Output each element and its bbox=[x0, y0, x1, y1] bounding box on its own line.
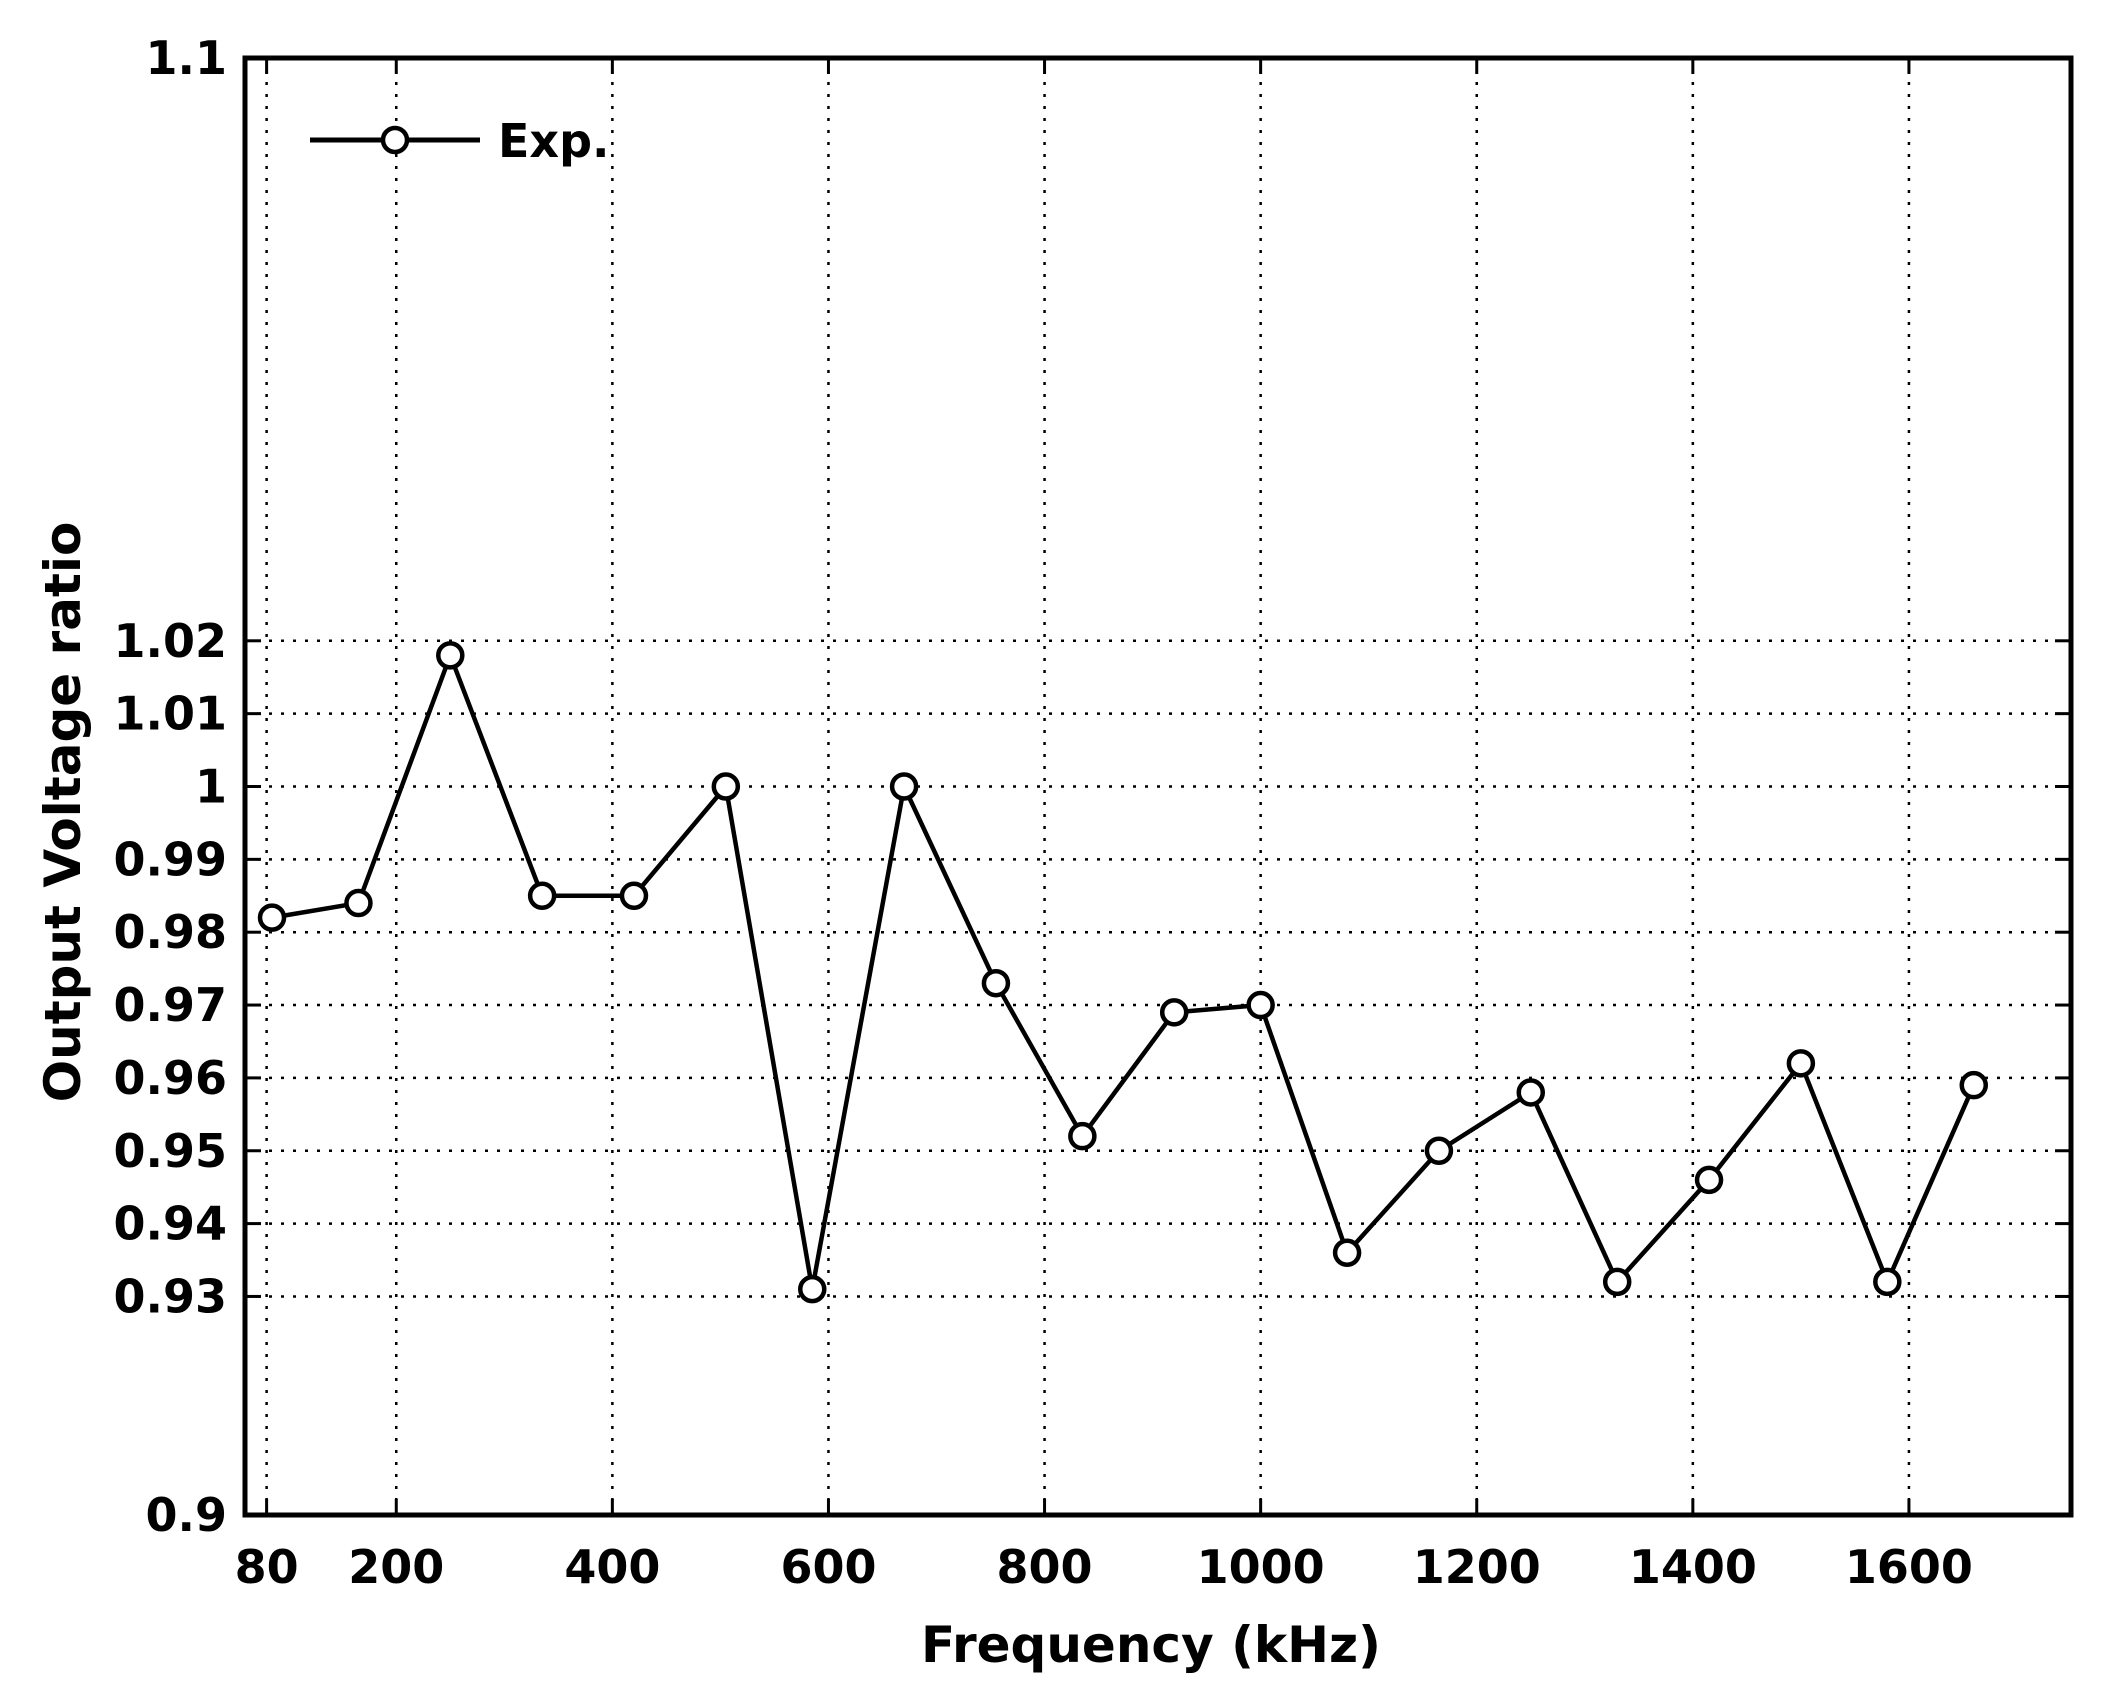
data-point bbox=[257, 903, 287, 932]
legend-marker-exp bbox=[380, 125, 410, 155]
data-point bbox=[527, 881, 557, 911]
y-tick-label: 1.02 bbox=[114, 614, 228, 668]
data-point bbox=[981, 968, 1011, 998]
y-tick-label: 0.96 bbox=[114, 1051, 228, 1105]
data-point bbox=[1332, 1238, 1362, 1267]
data-point bbox=[619, 881, 649, 911]
y-axis-label: Output Voltage ratio bbox=[34, 522, 92, 1103]
data-point bbox=[1068, 1121, 1097, 1151]
data-point bbox=[711, 772, 741, 801]
y-tick-label: 0.99 bbox=[114, 832, 228, 886]
legend: Exp. bbox=[310, 114, 610, 168]
data-point bbox=[1786, 1049, 1816, 1078]
y-tick-label: 0.94 bbox=[114, 1197, 228, 1251]
data-point bbox=[1602, 1267, 1632, 1297]
y-tick-label: 0.97 bbox=[114, 978, 228, 1032]
data-point bbox=[889, 772, 919, 801]
y-tick-label: 0.9 bbox=[146, 1488, 228, 1542]
x-tick-label: 1200 bbox=[1413, 1540, 1541, 1594]
data-point bbox=[1873, 1267, 1902, 1297]
x-tick-label: 600 bbox=[780, 1540, 876, 1594]
data-point bbox=[1516, 1078, 1546, 1107]
y-tick-label: 1 bbox=[195, 760, 227, 814]
data-point bbox=[344, 888, 373, 918]
x-tick-label: 80 bbox=[235, 1540, 299, 1594]
data-point bbox=[1424, 1136, 1454, 1165]
x-tick-label: 1400 bbox=[1629, 1540, 1757, 1594]
x-tick-label: 1600 bbox=[1845, 1540, 1973, 1594]
x-tick-label: 800 bbox=[997, 1540, 1093, 1594]
x-tick-label: 200 bbox=[348, 1540, 444, 1594]
data-point bbox=[436, 641, 465, 670]
axes: 80 200 400 600 800 1000 1200 1400 1600 0.9 0.93 0.9… bbox=[114, 31, 2074, 1594]
y-tick-label: 0.93 bbox=[114, 1269, 228, 1323]
x-tick-label: 400 bbox=[564, 1540, 660, 1594]
data-point bbox=[1246, 990, 1275, 1020]
y-tick-label: 1.1 bbox=[146, 31, 228, 85]
data-point bbox=[797, 1274, 827, 1304]
series-line-exp bbox=[271, 653, 1976, 1292]
plot-frame bbox=[242, 55, 2074, 1518]
y-tick-label: 0.95 bbox=[114, 1124, 228, 1178]
data-point bbox=[1694, 1165, 1724, 1195]
y-tick-label: 0.98 bbox=[114, 905, 228, 959]
data-point bbox=[1159, 998, 1189, 1027]
y-tick-label: 1.01 bbox=[114, 687, 228, 741]
x-tick-label: 1000 bbox=[1197, 1540, 1325, 1594]
series-layer bbox=[257, 641, 1989, 1304]
data-point bbox=[1959, 1070, 1989, 1100]
legend-label-exp: Exp. bbox=[498, 114, 610, 168]
x-axis-label: Frequency (kHz) bbox=[921, 1616, 1381, 1674]
